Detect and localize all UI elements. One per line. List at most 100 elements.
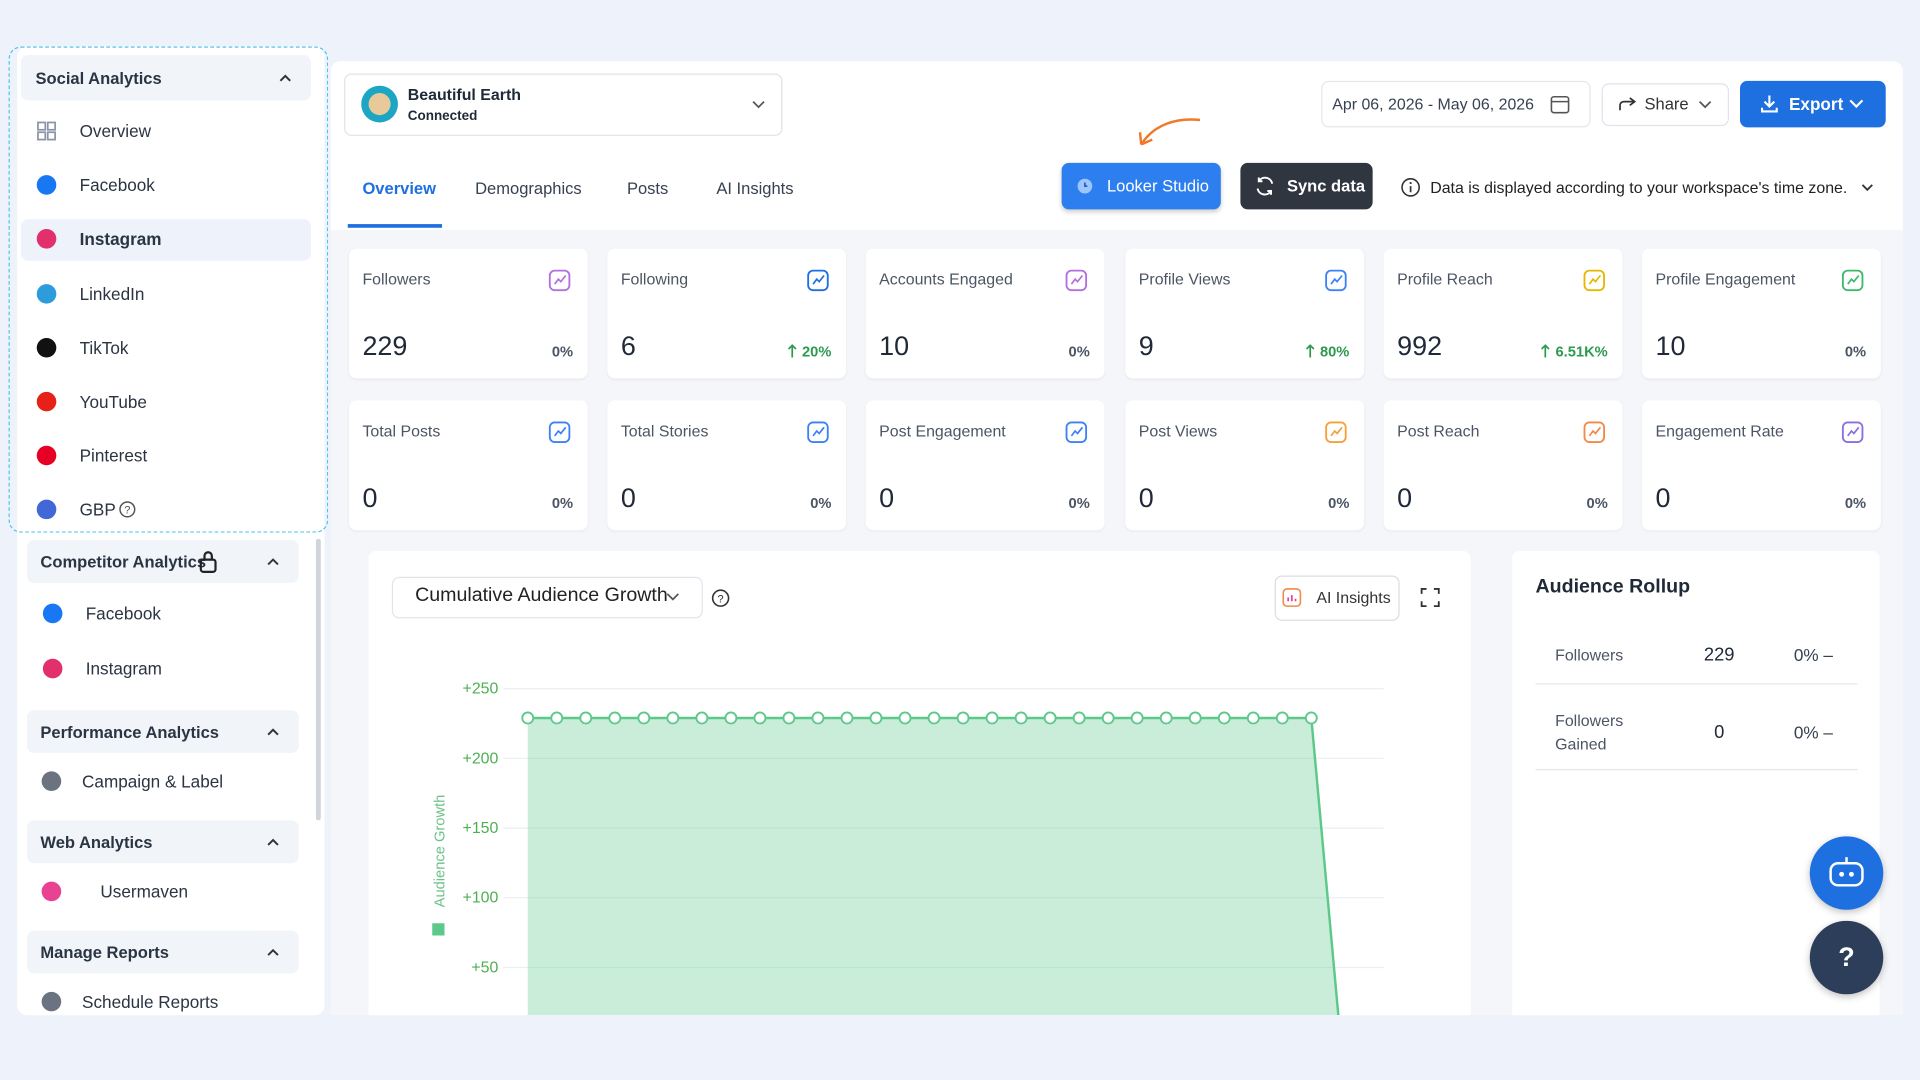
metric-card (607, 248, 847, 379)
metric-change: 20% (802, 342, 832, 361)
account-selector[interactable] (344, 73, 783, 136)
section-header[interactable] (26, 710, 299, 754)
data-point (1304, 711, 1318, 725)
nav-item[interactable]: Usermaven (100, 881, 189, 902)
export-chevron (1849, 99, 1864, 109)
expand-icon (1420, 588, 1440, 608)
rollup-divider (1535, 768, 1858, 771)
nav-item[interactable]: Facebook (79, 175, 155, 195)
nav-item[interactable]: Pinterest (79, 445, 148, 466)
metric-value: 0 (1655, 482, 1671, 514)
account-avatar (361, 85, 398, 123)
metric-icon (1325, 269, 1347, 292)
nav-item[interactable]: LinkedIn (79, 284, 145, 304)
nav-item[interactable]: Overview (79, 121, 152, 141)
area-fill (527, 717, 1339, 1016)
data-point (898, 711, 912, 725)
metric-value: 0 (1397, 482, 1413, 514)
metric-icon (807, 269, 829, 292)
metric-label: Accounts Engaged (879, 270, 1013, 289)
collapse-chevron (267, 727, 279, 735)
data-point (753, 711, 767, 725)
assistant-button[interactable] (1809, 836, 1884, 910)
timezone-note: Data is displayed according to your work… (1430, 178, 1848, 197)
sync-icon (1256, 176, 1274, 196)
nav-icon (36, 499, 57, 520)
share-label: Share (1644, 94, 1689, 114)
nav-icon (36, 445, 57, 466)
trend-up-arrow (787, 344, 797, 358)
section-header[interactable] (20, 55, 312, 101)
y-tick-label: +150 (463, 820, 499, 837)
rollup-value: 0 (1714, 721, 1725, 743)
date-picker[interactable] (1321, 80, 1591, 128)
metric-card (1383, 248, 1623, 379)
tab[interactable]: Overview (362, 179, 436, 198)
metric-label: Post Engagement (879, 421, 1006, 441)
section-header[interactable] (26, 930, 299, 974)
data-point (1014, 711, 1028, 725)
section-title: Performance Analytics (40, 722, 219, 741)
ai-insights-button[interactable] (1274, 575, 1400, 621)
account-chevron (752, 101, 765, 109)
metric-icon (548, 269, 571, 292)
calendar-icon (1550, 95, 1570, 114)
nav-icon (36, 228, 57, 249)
metric-value: 0 (879, 482, 895, 514)
nav-item[interactable]: Campaign & Label (82, 771, 224, 792)
ai-insights-label: AI Insights (1316, 588, 1391, 607)
nav-item[interactable]: TikTok (79, 337, 129, 358)
section-header[interactable] (26, 820, 299, 864)
data-point (1275, 711, 1289, 725)
metric-change: 6.51K% (1555, 342, 1608, 361)
account-status: Connected (407, 108, 478, 124)
instagram-selected (20, 219, 312, 261)
data-point (1072, 711, 1086, 725)
metric-label: Total Posts (362, 421, 441, 441)
tab[interactable]: Demographics (475, 179, 582, 198)
metric-value: 0 (1138, 482, 1154, 514)
data-point (840, 711, 854, 725)
metric-change: 0% (1844, 494, 1867, 512)
nav-item[interactable]: Schedule Reports (82, 991, 219, 1012)
data-point (1159, 711, 1173, 725)
metric-card (1642, 400, 1881, 531)
sync-button[interactable] (1240, 162, 1373, 210)
nav-item[interactable]: YouTube (79, 391, 147, 412)
info-icon (1401, 177, 1420, 197)
metric-value: 10 (879, 330, 910, 362)
metric-card (1383, 400, 1623, 531)
data-point (1217, 711, 1231, 725)
data-point (695, 711, 709, 725)
export-button[interactable] (1740, 80, 1886, 128)
tab[interactable]: Posts (626, 179, 669, 198)
svg-text:?: ? (718, 593, 724, 605)
collapse-chevron (279, 73, 291, 81)
nav-item[interactable]: Facebook (85, 603, 162, 624)
help-button[interactable] (1809, 920, 1884, 995)
metric-change: 0% (810, 494, 832, 512)
collapse-chevron (267, 948, 279, 956)
data-point (579, 711, 593, 725)
help-button-label[interactable]: ? (1838, 941, 1855, 973)
metric-label: Following (620, 270, 689, 289)
sidebar-scrollbar (315, 538, 321, 821)
tab[interactable]: AI Insights (716, 179, 794, 198)
chart-title-dropdown[interactable] (391, 576, 703, 619)
metric-card (865, 248, 1105, 379)
nav-icon (42, 603, 63, 624)
nav-item[interactable]: GBP (79, 499, 116, 520)
pointer-arrow (1138, 118, 1201, 146)
section-header[interactable] (26, 540, 299, 583)
export-label: Export (1788, 94, 1844, 114)
title-chevron (666, 593, 679, 601)
metric-card (1125, 400, 1365, 531)
nav-icon (36, 284, 57, 304)
y-tick-label: +50 (471, 959, 498, 976)
rollup-label: Followers Gained (1555, 711, 1624, 754)
metric-icon (1065, 269, 1088, 292)
nav-item[interactable]: Instagram (79, 228, 162, 249)
nav-item[interactable]: Instagram (85, 658, 162, 679)
